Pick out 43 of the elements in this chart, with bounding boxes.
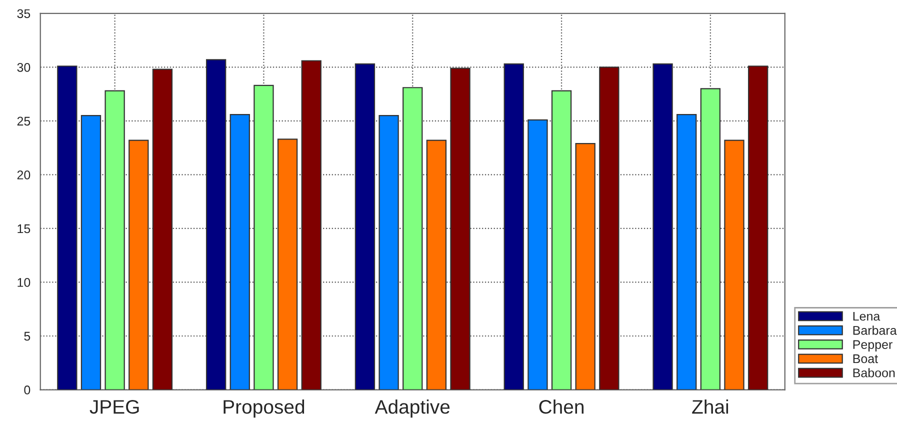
bar — [57, 66, 78, 390]
bar — [652, 63, 673, 390]
y-tick-label: 35 — [17, 9, 30, 18]
legend-label: Pepper — [853, 340, 892, 352]
bar — [354, 63, 376, 390]
bar — [402, 87, 423, 390]
bar — [378, 115, 399, 390]
bar — [528, 119, 548, 390]
legend-label: Barbara — [853, 326, 897, 335]
x-tick-label: JPEG — [90, 400, 139, 414]
bar — [700, 88, 721, 390]
bar — [599, 66, 620, 390]
bar — [80, 115, 102, 390]
y-tick-label: 5 — [24, 332, 30, 341]
y-tick-label: 0 — [24, 386, 30, 394]
legend-label: Baboon — [853, 368, 895, 378]
y-tick-label: 20 — [17, 170, 30, 180]
x-tick-label: Zhai — [692, 399, 728, 414]
legend-label: Boat — [853, 354, 878, 364]
bar — [301, 60, 322, 390]
bar — [152, 68, 173, 390]
bar — [426, 140, 447, 390]
bar — [450, 68, 470, 390]
bar — [551, 90, 572, 390]
bar — [230, 114, 250, 390]
x-tick-label: Chen — [539, 399, 584, 414]
bar — [575, 142, 596, 390]
y-tick-label: 30 — [17, 63, 30, 72]
bar — [206, 59, 226, 390]
bar — [104, 90, 125, 390]
bar — [724, 140, 744, 390]
bar — [748, 66, 768, 390]
bar — [504, 63, 524, 390]
bar — [254, 84, 274, 390]
bar — [277, 138, 298, 390]
legend-label: Lena — [853, 312, 880, 321]
x-tick-label: Adaptive — [374, 399, 450, 418]
y-tick-label: 25 — [17, 116, 30, 126]
bar — [676, 114, 697, 390]
bar — [128, 140, 149, 390]
y-tick-label: 10 — [18, 278, 30, 287]
y-tick-label: 15 — [18, 224, 30, 234]
x-tick-label: Proposed — [224, 399, 304, 418]
